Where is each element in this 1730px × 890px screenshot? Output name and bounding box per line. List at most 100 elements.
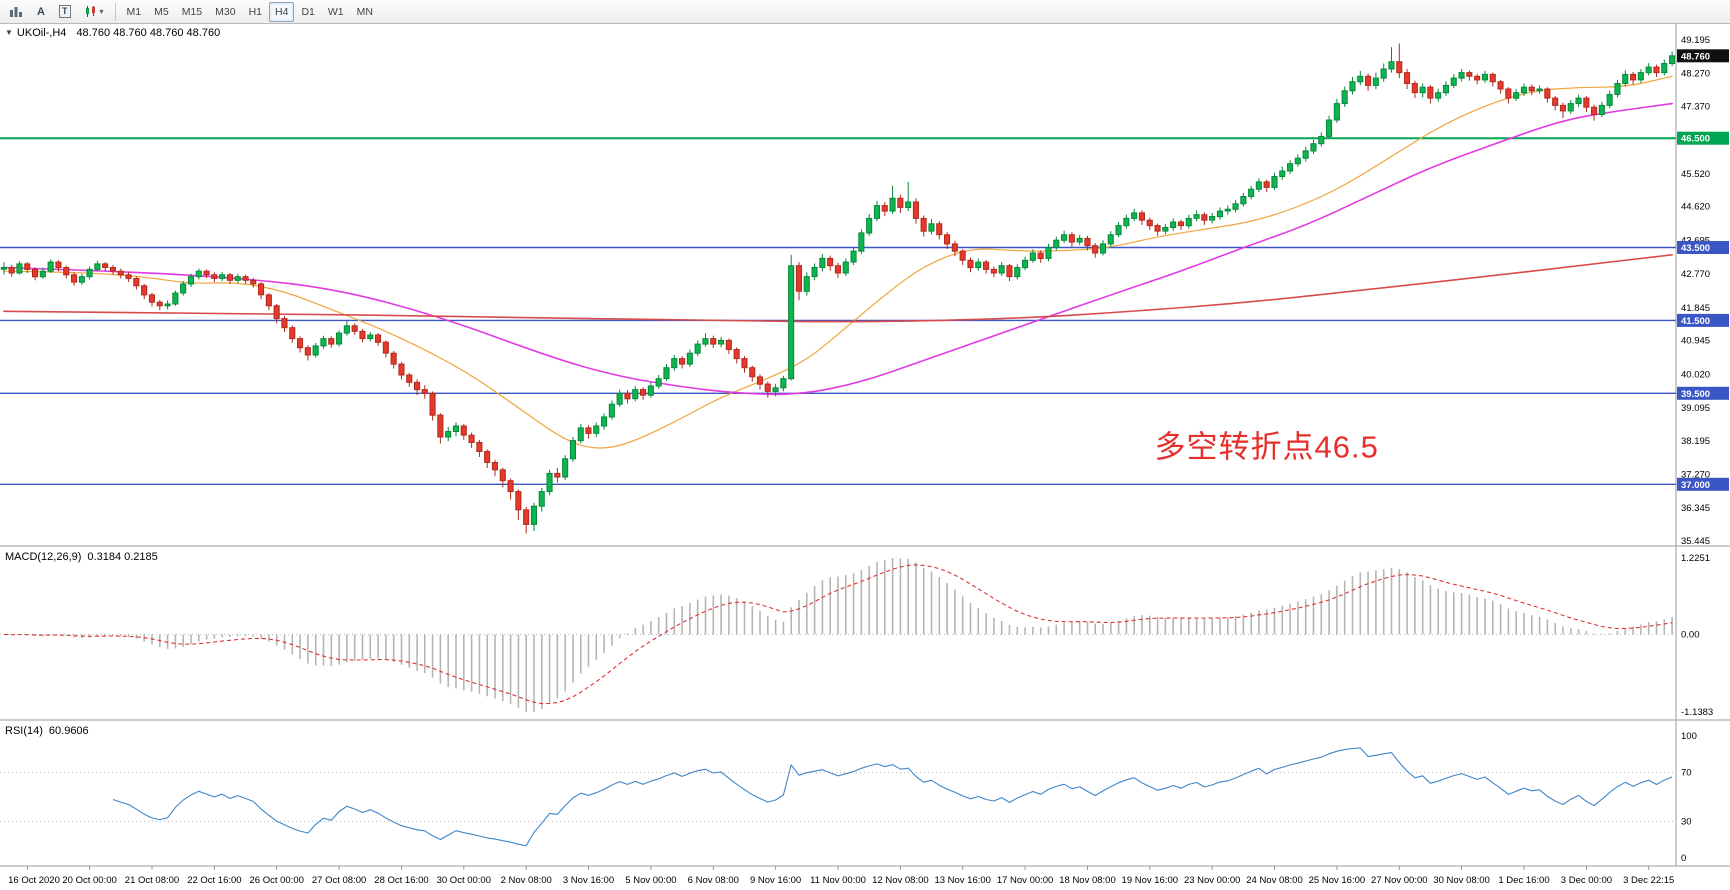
svg-text:41.845: 41.845 [1681, 303, 1710, 314]
timeframe-m30-button[interactable]: M30 [215, 5, 236, 18]
toolbar-tools-group: A T ▾ [3, 2, 110, 22]
ohlc-values: 48.760 48.760 48.760 48.760 [76, 27, 221, 39]
chart-area: 49.195 48.270 47.370 45.520 44.620 43.695 42.7… [0, 24, 1730, 890]
svg-text:70: 70 [1681, 768, 1692, 779]
svg-text:25 Nov 16:00: 25 Nov 16:00 [1309, 875, 1366, 886]
arrow-tool-icon-label: A [37, 5, 45, 18]
timeframe-h1-button[interactable]: H1 [248, 5, 263, 18]
svg-text:41.500: 41.500 [1681, 316, 1710, 327]
arrow-tool-icon[interactable]: A [30, 2, 52, 22]
svg-text:49.195: 49.195 [1681, 35, 1710, 46]
price-level-lines[interactable] [0, 137, 1676, 485]
svg-text:38.195: 38.195 [1681, 436, 1710, 447]
timeframe-h4-button[interactable]: H4 [269, 1, 295, 22]
svg-text:19 Nov 16:00: 19 Nov 16:00 [1122, 875, 1179, 886]
timeframe-mn-button[interactable]: MN [356, 5, 373, 18]
dropdown-caret-icon: ▾ [99, 7, 104, 16]
svg-text:27 Oct 08:00: 27 Oct 08:00 [312, 875, 366, 886]
price-axis[interactable]: 49.195 48.270 47.370 45.520 44.620 43.695 42.7… [1677, 35, 1729, 547]
svg-text:39.500: 39.500 [1681, 389, 1710, 400]
svg-text:17 Nov 00:00: 17 Nov 00:00 [997, 875, 1054, 886]
svg-text:46.500: 46.500 [1681, 134, 1710, 145]
rsi-line [112, 747, 1673, 847]
toolbar: A T ▾ M1 M5 M15 M30 H1 H4 D1 W1 MN [0, 0, 1730, 24]
svg-text:100: 100 [1681, 731, 1697, 742]
rsi-title: RSI(14) 60.9606 [5, 725, 89, 737]
svg-text:30 Oct 00:00: 30 Oct 00:00 [437, 875, 491, 886]
svg-text:47.370: 47.370 [1681, 102, 1710, 113]
chart-title: ▼ UKOil-,H4 48.760 48.760 48.760 48.760 [5, 27, 220, 39]
svg-text:12 Nov 08:00: 12 Nov 08:00 [872, 875, 929, 886]
svg-text:28 Oct 16:00: 28 Oct 16:00 [374, 875, 428, 886]
chart-canvas[interactable]: 49.195 48.270 47.370 45.520 44.620 43.695 42.7… [0, 24, 1730, 890]
svg-text:40.945: 40.945 [1681, 336, 1710, 347]
symbol-period-label: UKOil-,H4 [16, 27, 67, 39]
svg-text:48.270: 48.270 [1681, 69, 1710, 80]
macd-title: MACD(12,26,9) 0.3184 0.2185 [5, 551, 158, 563]
chart-collapse-icon[interactable]: ▼ [5, 28, 13, 37]
svg-text:-1.1383: -1.1383 [1681, 707, 1713, 718]
svg-text:1 Dec 16:00: 1 Dec 16:00 [1498, 875, 1549, 886]
svg-text:39.095: 39.095 [1681, 403, 1710, 414]
moving-average-lines [3, 75, 1673, 449]
svg-text:3 Dec 00:00: 3 Dec 00:00 [1561, 875, 1612, 886]
rsi-label: RSI(14) [5, 725, 43, 737]
svg-text:27 Nov 00:00: 27 Nov 00:00 [1371, 875, 1428, 886]
svg-text:3 Dec 22:15: 3 Dec 22:15 [1623, 875, 1674, 886]
rsi-value: 60.9606 [48, 725, 89, 737]
indicator-template-icon[interactable]: ▾ [78, 2, 110, 22]
panel-borders [0, 24, 1730, 867]
svg-text:45.520: 45.520 [1681, 169, 1710, 180]
svg-text:11 Nov 00:00: 11 Nov 00:00 [810, 875, 866, 886]
timeframe-m15-button[interactable]: M15 [181, 5, 203, 18]
svg-text:0: 0 [1681, 853, 1686, 864]
svg-text:23 Nov 00:00: 23 Nov 00:00 [1184, 875, 1241, 886]
svg-text:21 Oct 08:00: 21 Oct 08:00 [125, 875, 179, 886]
svg-text:2 Nov 08:00: 2 Nov 08:00 [501, 875, 552, 886]
svg-text:35.445: 35.445 [1681, 536, 1710, 547]
text-tool-icon-label: T [59, 5, 71, 18]
svg-text:16 Oct 2020: 16 Oct 2020 [8, 875, 60, 886]
svg-text:40.020: 40.020 [1681, 369, 1710, 380]
svg-text:43.695: 43.695 [1681, 235, 1710, 246]
ma-slow-line [3, 254, 1673, 323]
svg-text:13 Nov 16:00: 13 Nov 16:00 [934, 875, 991, 886]
macd-histogram [10, 558, 1673, 712]
svg-text:24 Nov 08:00: 24 Nov 08:00 [1246, 875, 1303, 886]
svg-text:36.345: 36.345 [1681, 503, 1710, 514]
svg-text:37.000: 37.000 [1681, 480, 1710, 491]
svg-text:22 Oct 16:00: 22 Oct 16:00 [187, 875, 241, 886]
rsi-indicator: 100 70 30 0 [0, 731, 1697, 864]
svg-text:9 Nov 16:00: 9 Nov 16:00 [750, 875, 801, 886]
svg-text:37.270: 37.270 [1681, 470, 1710, 481]
chart-annotation-text[interactable]: 多空转折点46.5 [1154, 429, 1379, 465]
svg-text:30: 30 [1681, 816, 1692, 827]
svg-text:26 Oct 00:00: 26 Oct 00:00 [249, 875, 303, 886]
chart-window-icon[interactable] [3, 2, 29, 22]
macd-values: 0.3184 0.2185 [87, 551, 158, 563]
candlestick-layer [0, 43, 1676, 534]
svg-text:42.770: 42.770 [1681, 269, 1710, 280]
svg-text:30 Nov 08:00: 30 Nov 08:00 [1433, 875, 1490, 886]
svg-text:1.2251: 1.2251 [1681, 553, 1710, 564]
text-tool-icon[interactable]: T [53, 2, 77, 22]
svg-text:44.620: 44.620 [1681, 202, 1710, 213]
svg-text:20 Oct 00:00: 20 Oct 00:00 [62, 875, 116, 886]
ma-mid-line [3, 102, 1673, 396]
macd-signal-line [3, 564, 1673, 705]
svg-text:5 Nov 00:00: 5 Nov 00:00 [625, 875, 676, 886]
macd-indicator: 1.2251 0.00 -1.1383 [0, 553, 1713, 718]
ma-fast-line [3, 75, 1673, 449]
toolbar-separator [114, 2, 116, 21]
timeframe-m5-button[interactable]: M5 [154, 5, 169, 18]
svg-text:48.760: 48.760 [1681, 51, 1710, 62]
timeframe-w1-button[interactable]: W1 [327, 5, 344, 18]
macd-label: MACD(12,26,9) [5, 551, 82, 563]
svg-text:18 Nov 08:00: 18 Nov 08:00 [1059, 875, 1116, 886]
timeframe-m1-button[interactable]: M1 [126, 5, 142, 18]
svg-text:6 Nov 08:00: 6 Nov 08:00 [688, 875, 739, 886]
timeframe-d1-button[interactable]: D1 [301, 5, 315, 18]
time-axis[interactable]: 16 Oct 2020 20 Oct 00:00 21 Oct 08:00 22 Oc… [8, 866, 1674, 886]
timeframe-buttons-group: M1 M5 M15 M30 H1 H4 D1 W1 MN [121, 1, 379, 22]
